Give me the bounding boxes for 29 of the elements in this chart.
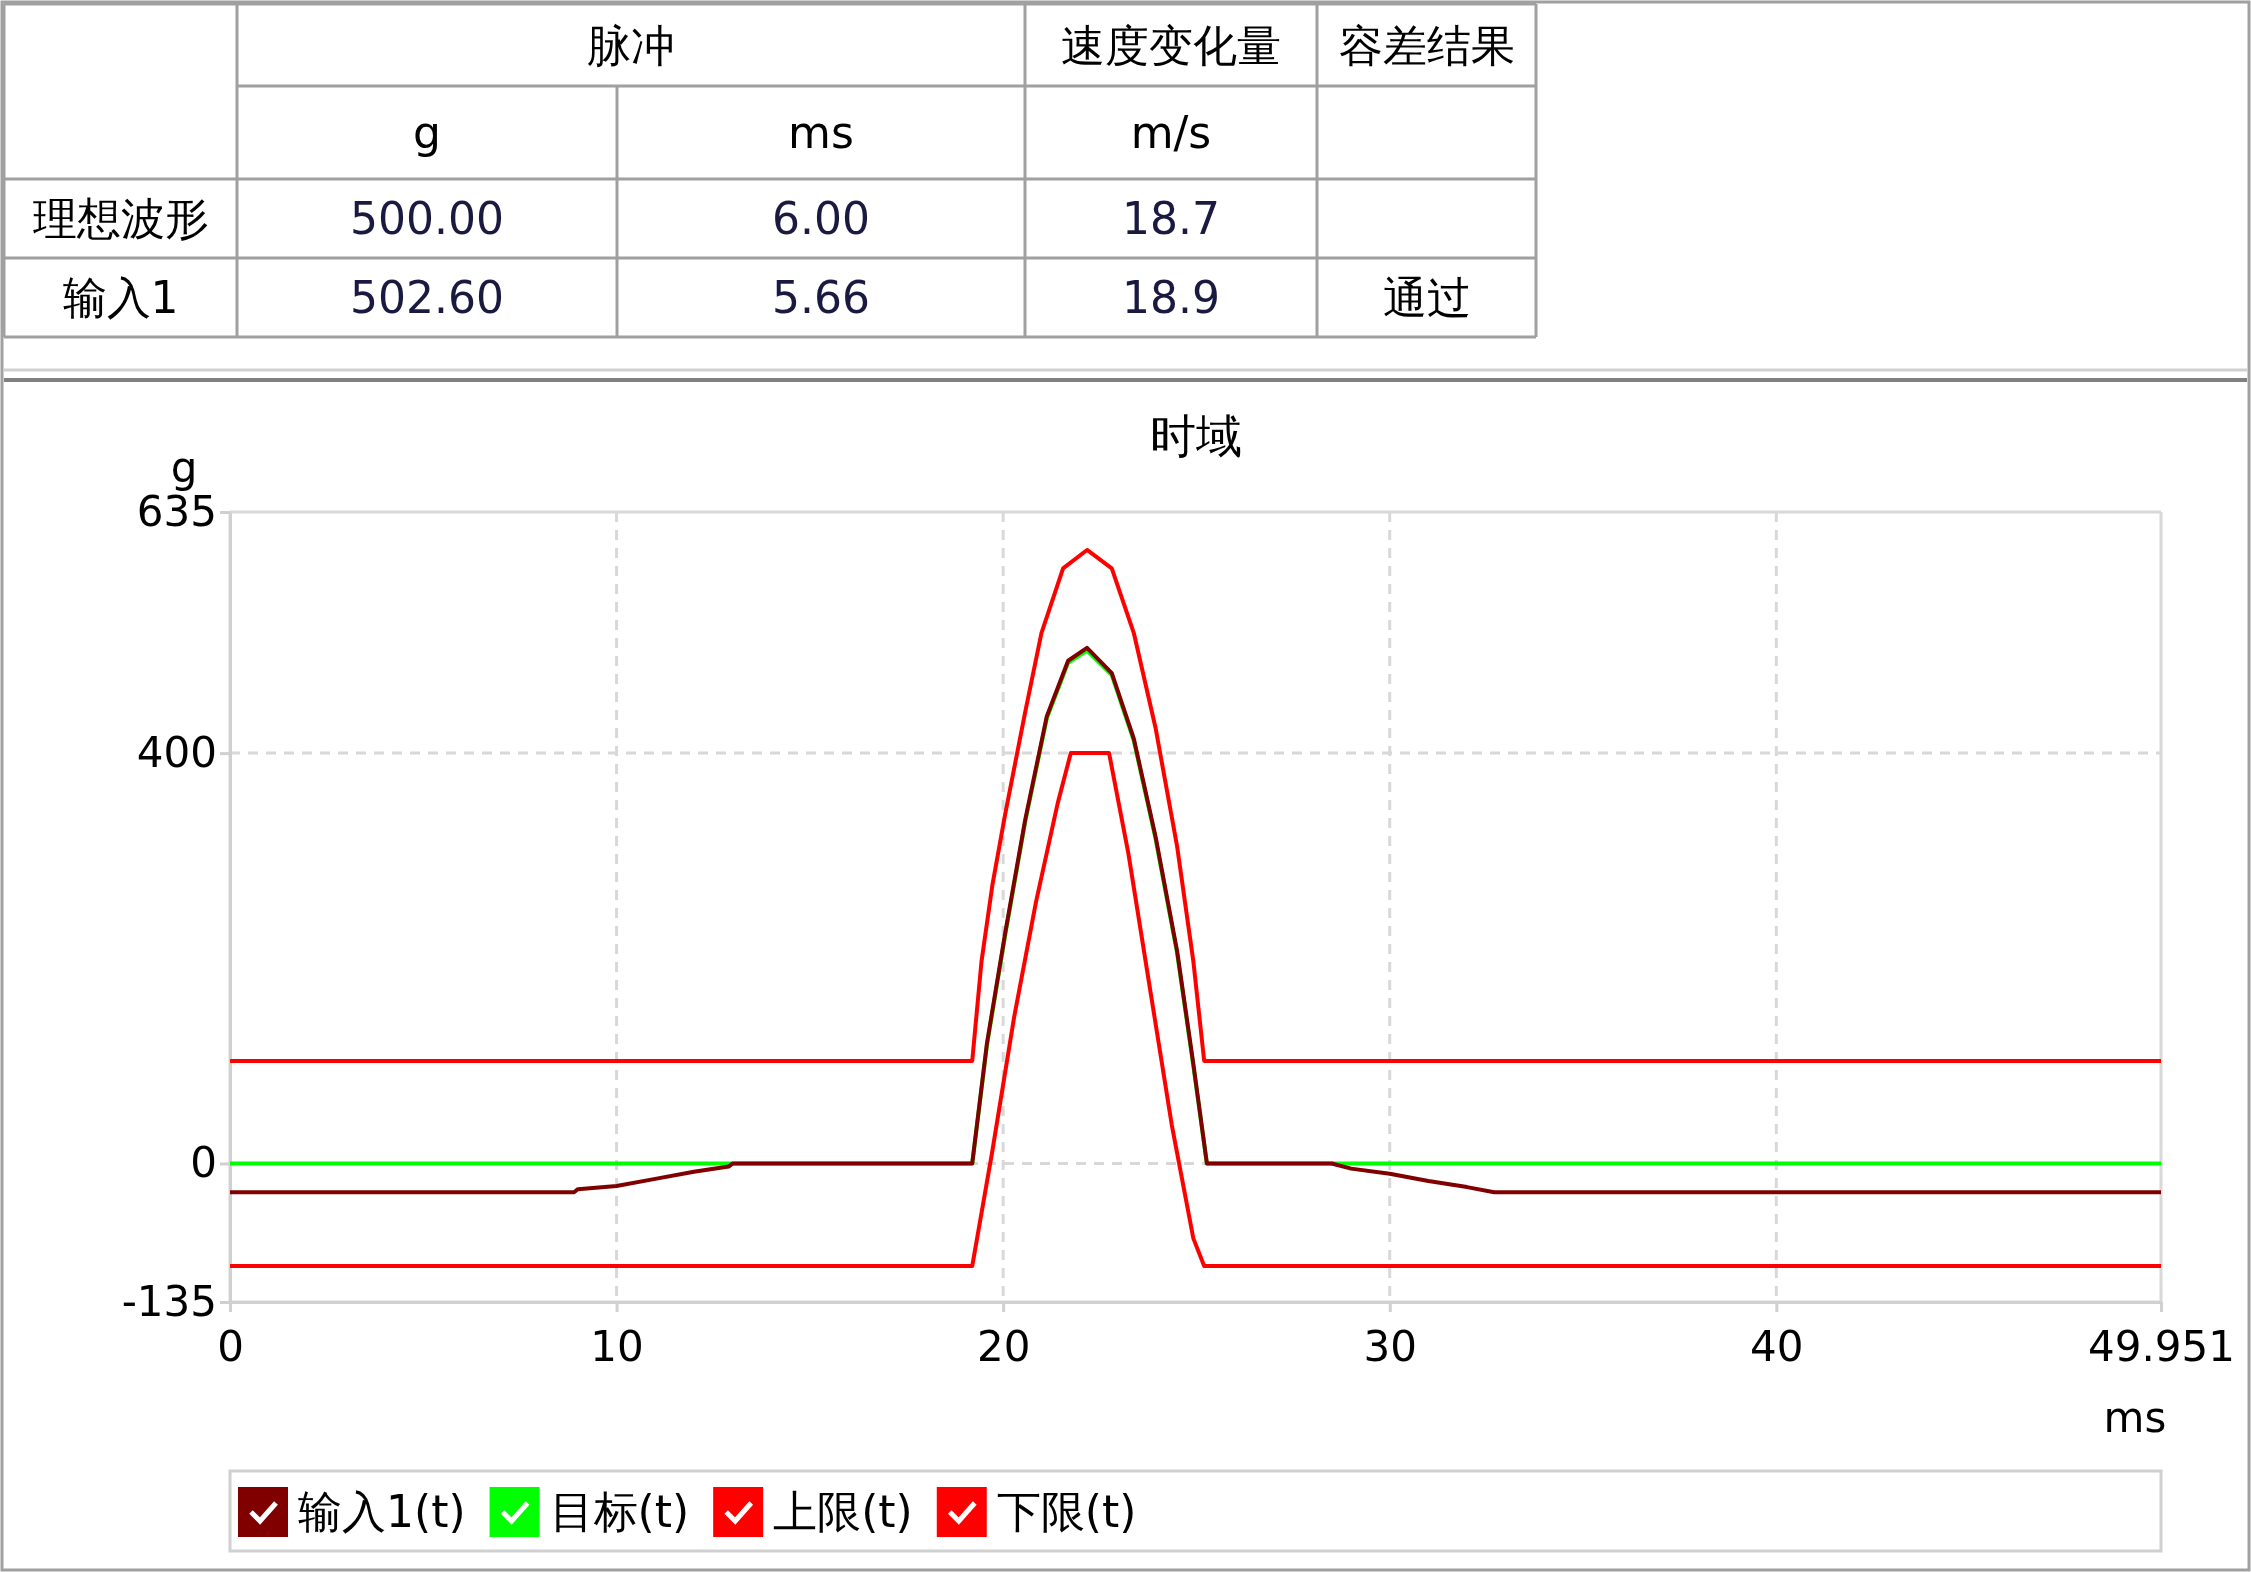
legend-label: 输入1(t) [298, 1485, 466, 1537]
x-tick-label: 49.951 [2088, 1322, 2235, 1372]
text: 输入1 [62, 272, 179, 323]
text: 18.9 [1122, 272, 1220, 323]
y-tick-label: -135 [121, 1276, 217, 1326]
y-tick-label: 0 [190, 1138, 217, 1188]
chart-title: 时域 [1149, 409, 1242, 463]
text: 5.66 [772, 272, 870, 323]
text: 18.7 [1122, 193, 1220, 244]
x-tick-label: 20 [976, 1322, 1031, 1372]
text: m/s [1130, 107, 1212, 158]
x-tick-label: 40 [1750, 1322, 1804, 1372]
x-axis-title: ms [2103, 1393, 2167, 1442]
text: 脉冲 [587, 19, 675, 71]
x-tick-label: 10 [590, 1322, 644, 1372]
legend-label: 下限(t) [996, 1485, 1137, 1537]
text: 通过 [1382, 272, 1471, 323]
text: 502.60 [350, 272, 504, 323]
legend-label: 上限(t) [773, 1485, 913, 1537]
text: 速度变化量 [1061, 19, 1281, 71]
text: ms [788, 107, 854, 158]
text: 6.00 [772, 193, 870, 244]
text: 容差结果 [1338, 19, 1515, 71]
text: 理想波形 [32, 193, 209, 244]
text: 500.00 [350, 193, 504, 244]
y-tick-label: 400 [136, 728, 217, 778]
text: g [413, 107, 441, 158]
x-tick-label: 30 [1363, 1322, 1417, 1372]
legend-label: 目标(t) [549, 1485, 690, 1537]
